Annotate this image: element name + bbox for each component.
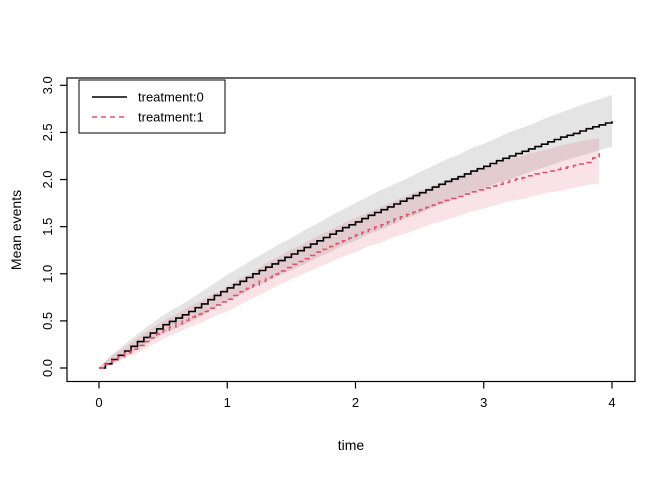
y-tick-label: 1.5 bbox=[40, 218, 55, 236]
line-treatment0 bbox=[99, 121, 613, 369]
y-tick-label: 3.0 bbox=[40, 76, 55, 94]
plot-box bbox=[66, 77, 636, 383]
legend-label-treatment0: treatment:0 bbox=[138, 90, 204, 105]
band-treatment1 bbox=[99, 138, 600, 368]
series-lines bbox=[99, 121, 613, 369]
legend-box bbox=[78, 79, 226, 134]
y-tick-label: 0.5 bbox=[40, 312, 55, 330]
band-treatment0 bbox=[99, 94, 612, 368]
x-tick-label: 2 bbox=[352, 395, 359, 410]
y-tick-label: 2.0 bbox=[40, 170, 55, 188]
confidence-bands bbox=[99, 94, 612, 368]
x-axis: 0 1 2 3 4 bbox=[95, 381, 616, 410]
x-tick-label: 1 bbox=[224, 395, 231, 410]
legend-label-treatment1: treatment:1 bbox=[138, 110, 204, 125]
x-tick-label: 3 bbox=[480, 395, 487, 410]
y-tick-label: 0.0 bbox=[40, 359, 55, 377]
x-tick-label: 0 bbox=[95, 395, 102, 410]
y-axis-title: Mean events bbox=[8, 190, 24, 270]
y-tick-label: 2.5 bbox=[40, 123, 55, 141]
y-axis: 0.0 0.5 1.0 1.5 2.0 2.5 3.0 bbox=[40, 76, 67, 377]
x-axis-title: time bbox=[338, 437, 365, 453]
legend: treatment:0 treatment:1 bbox=[78, 79, 226, 134]
y-tick-label: 1.0 bbox=[40, 265, 55, 283]
line-treatment1 bbox=[99, 153, 600, 369]
x-tick-label: 4 bbox=[608, 395, 615, 410]
